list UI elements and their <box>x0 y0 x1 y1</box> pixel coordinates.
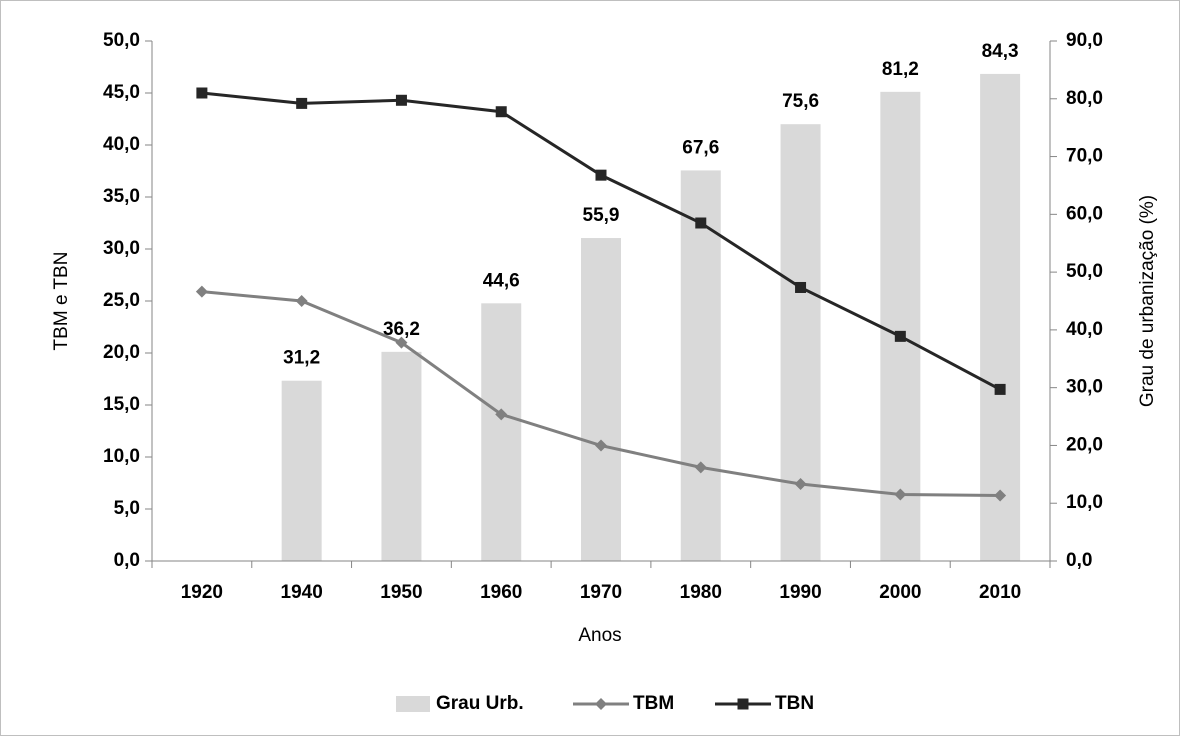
bar-value-label: 44,6 <box>483 270 520 291</box>
bar <box>880 91 921 561</box>
y-tick-label: 5,0 <box>114 498 140 519</box>
y-tick-label: 25,0 <box>103 290 140 311</box>
x-tick-label: 2000 <box>879 582 921 603</box>
legend-label: TBM <box>633 693 674 714</box>
line-marker <box>794 478 807 491</box>
y2-tick-label: 70,0 <box>1066 146 1103 167</box>
line-marker <box>994 383 1006 395</box>
bar <box>581 238 621 561</box>
x-tick-label: 2010 <box>979 582 1021 603</box>
x-tick-label: 1960 <box>480 582 522 603</box>
y2-tick-label: 0,0 <box>1066 550 1092 571</box>
y-tick-label: 20,0 <box>103 342 140 363</box>
legend-label: Grau Urb. <box>436 693 524 714</box>
bar-value-label: 31,2 <box>283 348 320 369</box>
y-tick-label: 35,0 <box>103 186 140 207</box>
y2-tick-label: 30,0 <box>1066 377 1103 398</box>
line-marker <box>195 285 208 298</box>
line-marker <box>196 87 208 99</box>
line-marker <box>695 217 707 229</box>
y2-tick-label: 80,0 <box>1066 88 1103 109</box>
y2-tick-label: 50,0 <box>1066 261 1103 282</box>
y2-axis-label: Grau de urbanização (%) <box>1137 195 1158 407</box>
y2-tick-label: 90,0 <box>1066 30 1103 51</box>
bar <box>780 124 821 561</box>
y-tick-label: 10,0 <box>103 446 140 467</box>
x-tick-label: 1970 <box>580 582 622 603</box>
y-axis-label: TBM e TBN <box>51 252 72 351</box>
line-marker <box>795 281 807 293</box>
legend-marker <box>737 698 749 710</box>
y-tick-label: 50,0 <box>103 30 140 51</box>
y2-tick-label: 40,0 <box>1066 319 1103 340</box>
y2-tick-label: 10,0 <box>1066 492 1103 513</box>
line-marker <box>495 106 507 118</box>
line-marker <box>595 439 607 452</box>
line-marker <box>994 489 1007 502</box>
x-tick-label: 1940 <box>281 582 323 603</box>
y2-tick-label: 60,0 <box>1066 203 1103 224</box>
line-marker <box>595 169 607 181</box>
bar-value-label: 55,9 <box>583 205 620 226</box>
x-axis-label: Anos <box>578 625 621 646</box>
legend-marker <box>595 698 607 710</box>
bar <box>381 351 422 561</box>
bar <box>481 303 522 561</box>
line-marker <box>395 94 407 106</box>
bar-value-label: 84,3 <box>982 41 1019 62</box>
x-tick-label: 1990 <box>779 582 821 603</box>
x-tick-label: 1950 <box>380 582 422 603</box>
legend-swatch <box>396 696 430 712</box>
bar-value-label: 36,2 <box>383 319 420 340</box>
x-tick-label: 1980 <box>680 582 722 603</box>
y-tick-label: 30,0 <box>103 238 140 259</box>
x-tick-label: 1920 <box>181 582 223 603</box>
line-marker <box>894 330 906 342</box>
line-marker <box>296 97 308 109</box>
y-tick-label: 15,0 <box>103 394 140 415</box>
y-tick-label: 0,0 <box>114 550 140 571</box>
line-marker <box>295 295 308 307</box>
bar-value-label: 67,6 <box>682 137 719 158</box>
bar-value-label: 75,6 <box>782 91 819 112</box>
bar <box>680 170 721 561</box>
bar <box>980 73 1021 561</box>
line-marker <box>894 488 907 501</box>
line-marker <box>495 408 508 421</box>
bar <box>281 380 322 561</box>
y2-tick-label: 20,0 <box>1066 434 1103 455</box>
line-marker <box>694 461 707 474</box>
bar-value-label: 81,2 <box>882 59 919 80</box>
legend-label: TBN <box>775 693 814 714</box>
y-tick-label: 45,0 <box>103 82 140 103</box>
line-marker <box>395 336 408 349</box>
y-tick-label: 40,0 <box>103 134 140 155</box>
